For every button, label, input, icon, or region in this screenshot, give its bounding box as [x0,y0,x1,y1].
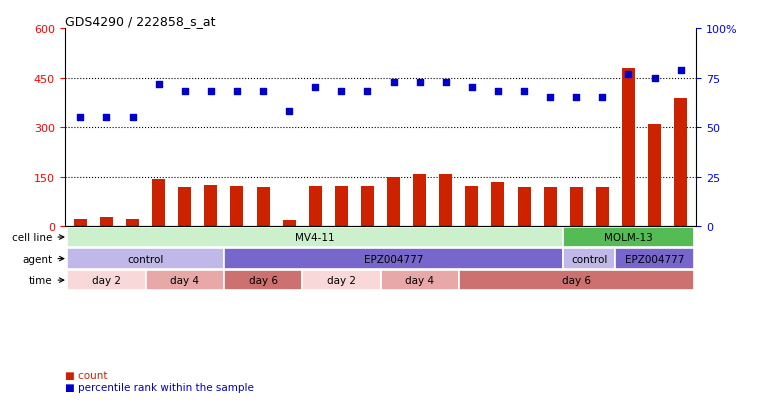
Point [492,89,504,95]
Text: ■ count: ■ count [65,370,107,380]
Text: day 6: day 6 [249,275,278,285]
Bar [616,249,694,269]
Text: day 2: day 2 [326,275,356,285]
Text: day 4: day 4 [170,275,199,285]
Point [100,115,113,121]
Text: GDS4290 / 222858_s_at: GDS4290 / 222858_s_at [65,15,215,28]
Point [544,95,556,102]
Bar [622,69,635,227]
Bar [465,187,479,227]
Bar [126,219,139,227]
Text: day 4: day 4 [405,275,435,285]
Point [126,115,139,121]
Bar [67,249,224,269]
Text: cell line: cell line [11,233,52,242]
Bar [563,249,616,269]
Point [257,89,269,95]
Bar [282,220,296,227]
Bar [570,188,583,227]
Bar [309,187,322,227]
Point [231,89,243,95]
Bar [492,182,505,227]
Point [597,95,609,102]
Bar [67,227,563,248]
Point [518,89,530,95]
Bar [648,125,661,227]
Bar [224,249,563,269]
Bar [387,178,400,227]
Point [283,109,295,115]
Point [387,79,400,85]
Bar [152,180,165,227]
Point [309,85,321,92]
Bar [413,175,426,227]
Bar [204,185,218,227]
Bar [256,188,269,227]
Bar [100,218,113,227]
Bar [543,188,557,227]
Text: time: time [28,275,52,285]
Bar [459,270,694,291]
Bar [145,270,224,291]
Point [674,67,686,74]
Bar [439,175,452,227]
Text: agent: agent [22,254,52,264]
Point [622,71,635,78]
Point [440,79,452,85]
Point [570,95,582,102]
Point [361,89,374,95]
Point [648,75,661,82]
Text: control: control [571,254,607,264]
Text: ■ percentile rank within the sample: ■ percentile rank within the sample [65,382,253,392]
Bar [74,219,87,227]
Text: MV4-11: MV4-11 [295,233,335,242]
Bar [335,187,348,227]
Bar [563,227,694,248]
Point [75,115,87,121]
Bar [231,187,244,227]
Bar [596,188,609,227]
Bar [302,270,380,291]
Point [205,89,217,95]
Bar [224,270,302,291]
Bar [674,99,687,227]
Point [179,89,191,95]
Text: day 6: day 6 [562,275,591,285]
Point [336,89,348,95]
Text: day 2: day 2 [92,275,121,285]
Bar [178,188,191,227]
Text: EPZ004777: EPZ004777 [364,254,423,264]
Text: MOLM-13: MOLM-13 [604,233,653,242]
Point [152,81,164,88]
Bar [67,270,145,291]
Point [466,85,478,92]
Bar [361,187,374,227]
Point [413,79,425,85]
Text: EPZ004777: EPZ004777 [625,254,684,264]
Bar [517,188,530,227]
Text: control: control [127,254,164,264]
Bar [380,270,459,291]
